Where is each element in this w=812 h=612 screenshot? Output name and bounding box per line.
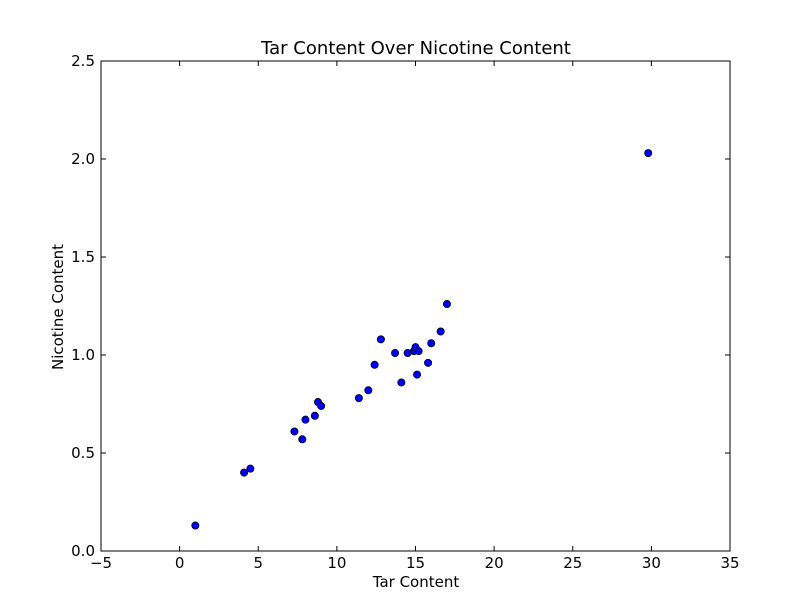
y-tick-label: 0.0	[71, 542, 95, 560]
y-tick-label: 1.5	[71, 248, 95, 266]
scatter-point	[391, 349, 400, 358]
scatter-point	[290, 427, 299, 436]
y-tick-label: 1.0	[71, 346, 95, 364]
scatter-point	[442, 300, 451, 309]
x-tick-label: −5	[90, 554, 112, 572]
scatter-point	[644, 149, 653, 158]
x-axis-title: Tar Content	[372, 573, 460, 591]
scatter-point	[414, 347, 423, 356]
scatter-point	[370, 360, 379, 369]
x-tick-label: 35	[720, 554, 739, 572]
scatter-point	[413, 370, 422, 379]
scatter-point	[424, 358, 433, 367]
x-tick-label: 25	[563, 554, 582, 572]
y-tick-label: 2.0	[71, 150, 95, 168]
scatter-point	[436, 327, 445, 336]
plot-frame	[100, 60, 731, 552]
y-tick-label: 2.5	[71, 52, 95, 70]
axis-ticks: −5 0 5 10 15 20 25 30 35 0.0 0.5 1.0 1.5 2.0 2.5	[71, 52, 739, 572]
x-tick-label: 15	[406, 554, 425, 572]
scatter-point	[376, 335, 385, 344]
x-tick-label: 20	[485, 554, 504, 572]
x-tick-label: 30	[642, 554, 661, 572]
scatter-point	[317, 401, 326, 410]
scatter-point	[191, 521, 200, 530]
scatter-point	[397, 378, 406, 387]
scatter-point	[310, 411, 319, 420]
y-axis-title: Nicotine Content	[49, 244, 67, 370]
y-tick-label: 0.5	[71, 444, 95, 462]
x-tick-label: 0	[175, 554, 185, 572]
scatter-point	[301, 415, 310, 424]
scatter-point	[364, 386, 373, 395]
x-tick-label: 10	[327, 554, 346, 572]
scatter-point	[246, 464, 255, 473]
scatter-point	[427, 339, 436, 348]
scatter-point	[240, 468, 249, 477]
x-tick-label: 5	[253, 554, 263, 572]
data-points	[191, 149, 653, 530]
scatter-point	[354, 394, 363, 403]
scatter-point	[298, 435, 307, 444]
chart-title: Tar Content Over Nicotine Content	[260, 38, 571, 59]
